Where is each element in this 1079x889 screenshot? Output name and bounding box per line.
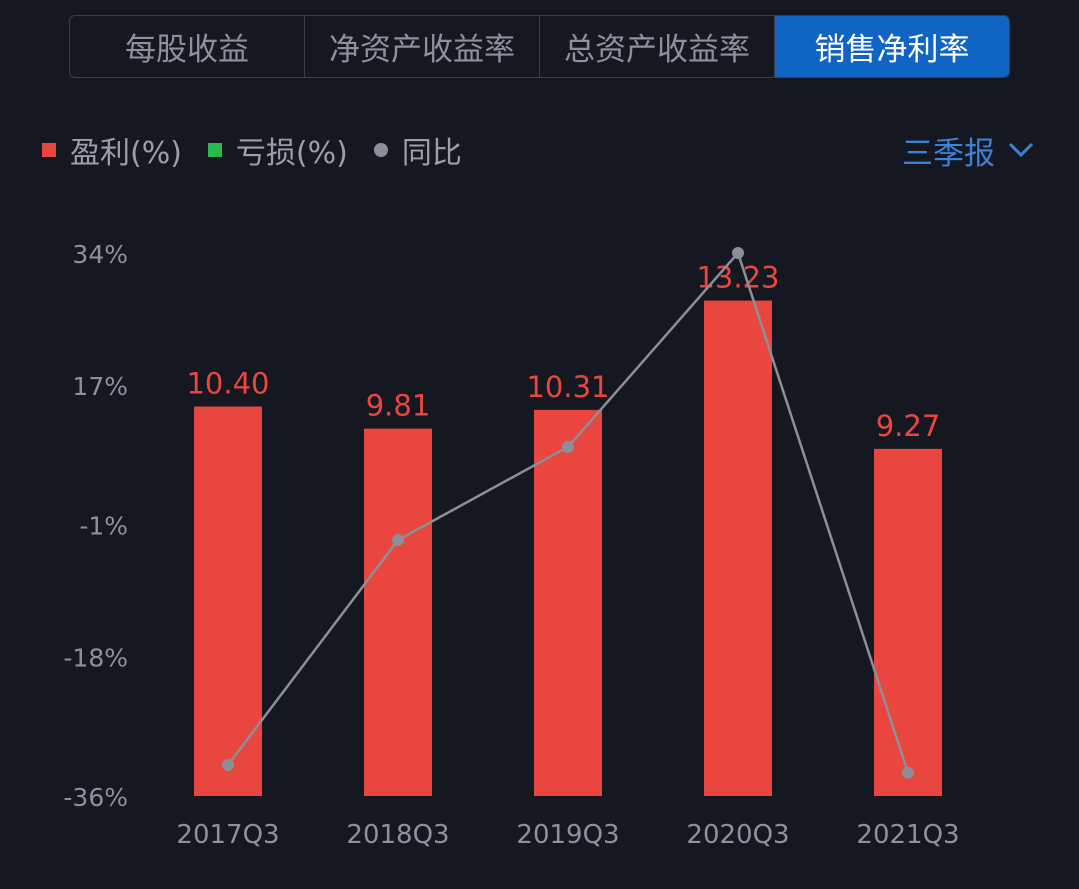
x-tick-label: 2019Q3 (516, 820, 619, 850)
loss-swatch-icon (207, 143, 222, 157)
x-tick-label: 2018Q3 (346, 820, 449, 850)
chart-legend: 盈利(%) 亏损(%) 同比 (42, 128, 488, 172)
bar-2020Q3 (704, 300, 772, 796)
yoy-point-2020Q3 (732, 247, 744, 259)
data-label: 13.23 (696, 261, 779, 295)
y-tick-label: 17% (72, 372, 128, 401)
tab-roa[interactable]: 总资产收益率 (540, 16, 775, 77)
data-label: 10.40 (186, 367, 269, 401)
legend-label-profit: 盈利(%) (70, 136, 182, 171)
bar-2021Q3 (874, 448, 942, 796)
y-tick-label: -36% (63, 783, 128, 812)
tab-eps[interactable]: 每股收益 (70, 16, 305, 77)
profit-swatch-icon (42, 143, 56, 157)
y-tick-label: 34% (72, 240, 128, 269)
data-label: 10.31 (526, 370, 609, 404)
data-label: 9.81 (366, 389, 431, 423)
legend-label-loss: 亏损(%) (235, 136, 348, 171)
y-tick-label: -1% (79, 512, 128, 541)
legend-item-yoy: 同比 (373, 128, 462, 172)
x-tick-label: 2017Q3 (176, 820, 279, 850)
tab-roe[interactable]: 净资产收益率 (305, 16, 540, 77)
x-tick-label: 2021Q3 (856, 820, 959, 850)
yoy-dot-icon (373, 143, 388, 157)
yoy-point-2017Q3 (222, 758, 234, 771)
yoy-point-2021Q3 (902, 766, 914, 779)
legend-label-yoy: 同比 (401, 136, 462, 171)
bar-2018Q3 (364, 428, 432, 796)
yoy-point-2018Q3 (392, 534, 404, 547)
bar-2017Q3 (194, 406, 262, 796)
legend-item-loss: 亏损(%) (207, 128, 348, 172)
period-selector[interactable]: 三季报 (902, 128, 1035, 172)
tab-net-profit-margin[interactable]: 销售净利率 (775, 16, 1009, 77)
x-tick-label: 2020Q3 (686, 820, 789, 850)
data-label: 9.27 (876, 409, 941, 443)
period-label: 三季报 (902, 135, 995, 172)
yoy-point-2019Q3 (562, 440, 574, 453)
metric-tabs: 每股收益 净资产收益率 总资产收益率 销售净利率 (69, 15, 1010, 78)
bar-2019Q3 (534, 409, 602, 796)
y-tick-label: -18% (63, 643, 128, 672)
legend-item-profit: 盈利(%) (42, 128, 182, 172)
chevron-down-icon (1008, 142, 1034, 158)
